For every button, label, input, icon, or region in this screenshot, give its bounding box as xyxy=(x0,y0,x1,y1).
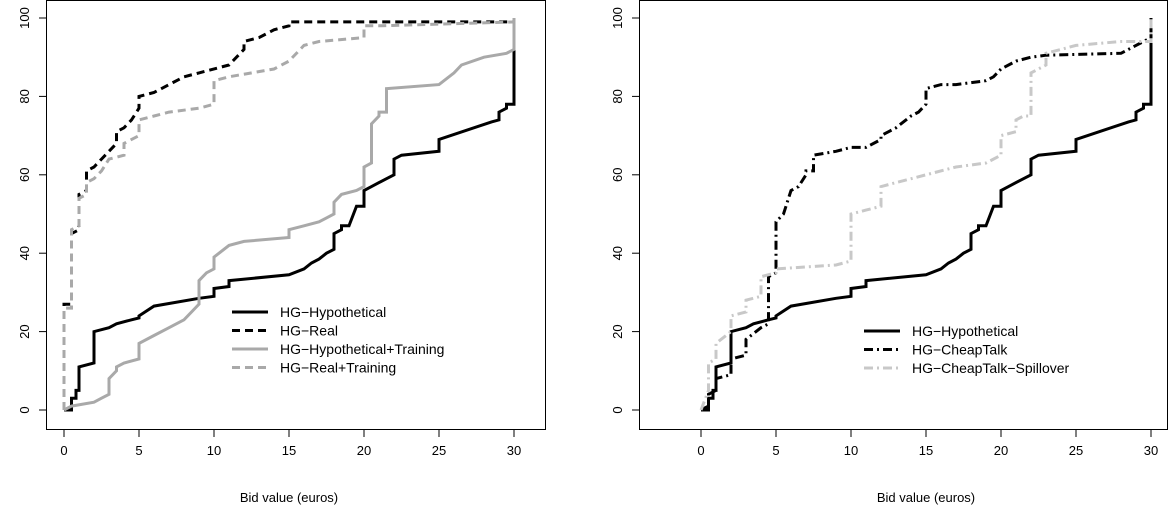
chart-right-legend-label-3: HG−CheapTalk−Spillover xyxy=(912,360,1070,376)
chart-left-series-4-line xyxy=(62,18,516,410)
chart-left-x-tick-label: 0 xyxy=(60,443,67,458)
chart-right-x-tick-label: 20 xyxy=(994,443,1008,458)
chart-left-y-tick-label: 20 xyxy=(17,324,32,338)
chart-left-y-tick-label: 80 xyxy=(17,89,32,103)
chart-right-series-3-line xyxy=(699,18,1153,411)
chart-left-legend-label-1: HG−Hypothetical xyxy=(280,304,386,320)
chart-right-y-tick-label: 60 xyxy=(610,168,625,182)
chart-right-x-tick-label: 30 xyxy=(1144,443,1158,458)
chart-left: 0 5 10 15 20 25 30 0 20 40 60 80 100 Bid value (euros… xyxy=(17,0,546,505)
chart-left-x-tick-label: 25 xyxy=(432,443,446,458)
chart-right: 0 5 10 15 20 25 30 0 20 40 60 80 100 Bid value (euros… xyxy=(610,0,1168,505)
chart-right-x-tick-label: 15 xyxy=(919,443,933,458)
chart-left-legend: HG−Hypothetical HG−Real HG−Hypothetical+Tr… xyxy=(232,304,444,376)
chart-right-x-tick-label: 5 xyxy=(772,443,779,458)
chart-left-x-tick-label: 10 xyxy=(207,443,221,458)
chart-right-series-1-line xyxy=(701,18,1153,412)
chart-left-x-axis-title: Bid value (euros) xyxy=(240,490,338,505)
chart-left-series-1-line xyxy=(64,18,516,412)
chart-right-x-tick-label: 10 xyxy=(844,443,858,458)
chart-right-x-tick-label: 0 xyxy=(697,443,704,458)
chart-left-legend-label-2: HG−Real xyxy=(280,323,338,339)
chart-left-plot-frame xyxy=(46,0,546,430)
chart-left-legend-label-3: HG−Hypothetical+Training xyxy=(280,341,444,357)
chart-left-y-tick-label: 0 xyxy=(17,406,32,413)
chart-right-y-tick-label: 40 xyxy=(610,246,625,260)
chart-right-y-tick-label: 100 xyxy=(610,7,625,29)
chart-left-legend-label-4: HG−Real+Training xyxy=(280,360,396,376)
chart-left-y-tick-label: 100 xyxy=(17,7,32,29)
chart-left-x-tick-label: 30 xyxy=(507,443,521,458)
chart-left-series-3-line xyxy=(63,18,516,412)
chart-left-y-tick-label: 60 xyxy=(17,168,32,182)
chart-right-x-axis-title: Bid value (euros) xyxy=(877,490,975,505)
chart-right-y-tick-label: 0 xyxy=(610,406,625,413)
chart-right-legend: HG−Hypothetical HG−CheapTalk HG−CheapTalk−… xyxy=(864,323,1070,376)
chart-left-x-tick-label: 15 xyxy=(282,443,296,458)
chart-right-legend-label-1: HG−Hypothetical xyxy=(912,323,1018,339)
chart-right-x-tick-label: 25 xyxy=(1069,443,1083,458)
chart-right-series-2-line xyxy=(700,18,1153,412)
chart-left-x-tick-label: 5 xyxy=(135,443,142,458)
chart-right-y-tick-label: 80 xyxy=(610,89,625,103)
chart-left-y-tick-label: 40 xyxy=(17,246,32,260)
chart-left-x-tick-label: 20 xyxy=(357,443,371,458)
chart-right-legend-label-2: HG−CheapTalk xyxy=(912,342,1008,358)
chart-right-y-tick-label: 20 xyxy=(610,324,625,338)
